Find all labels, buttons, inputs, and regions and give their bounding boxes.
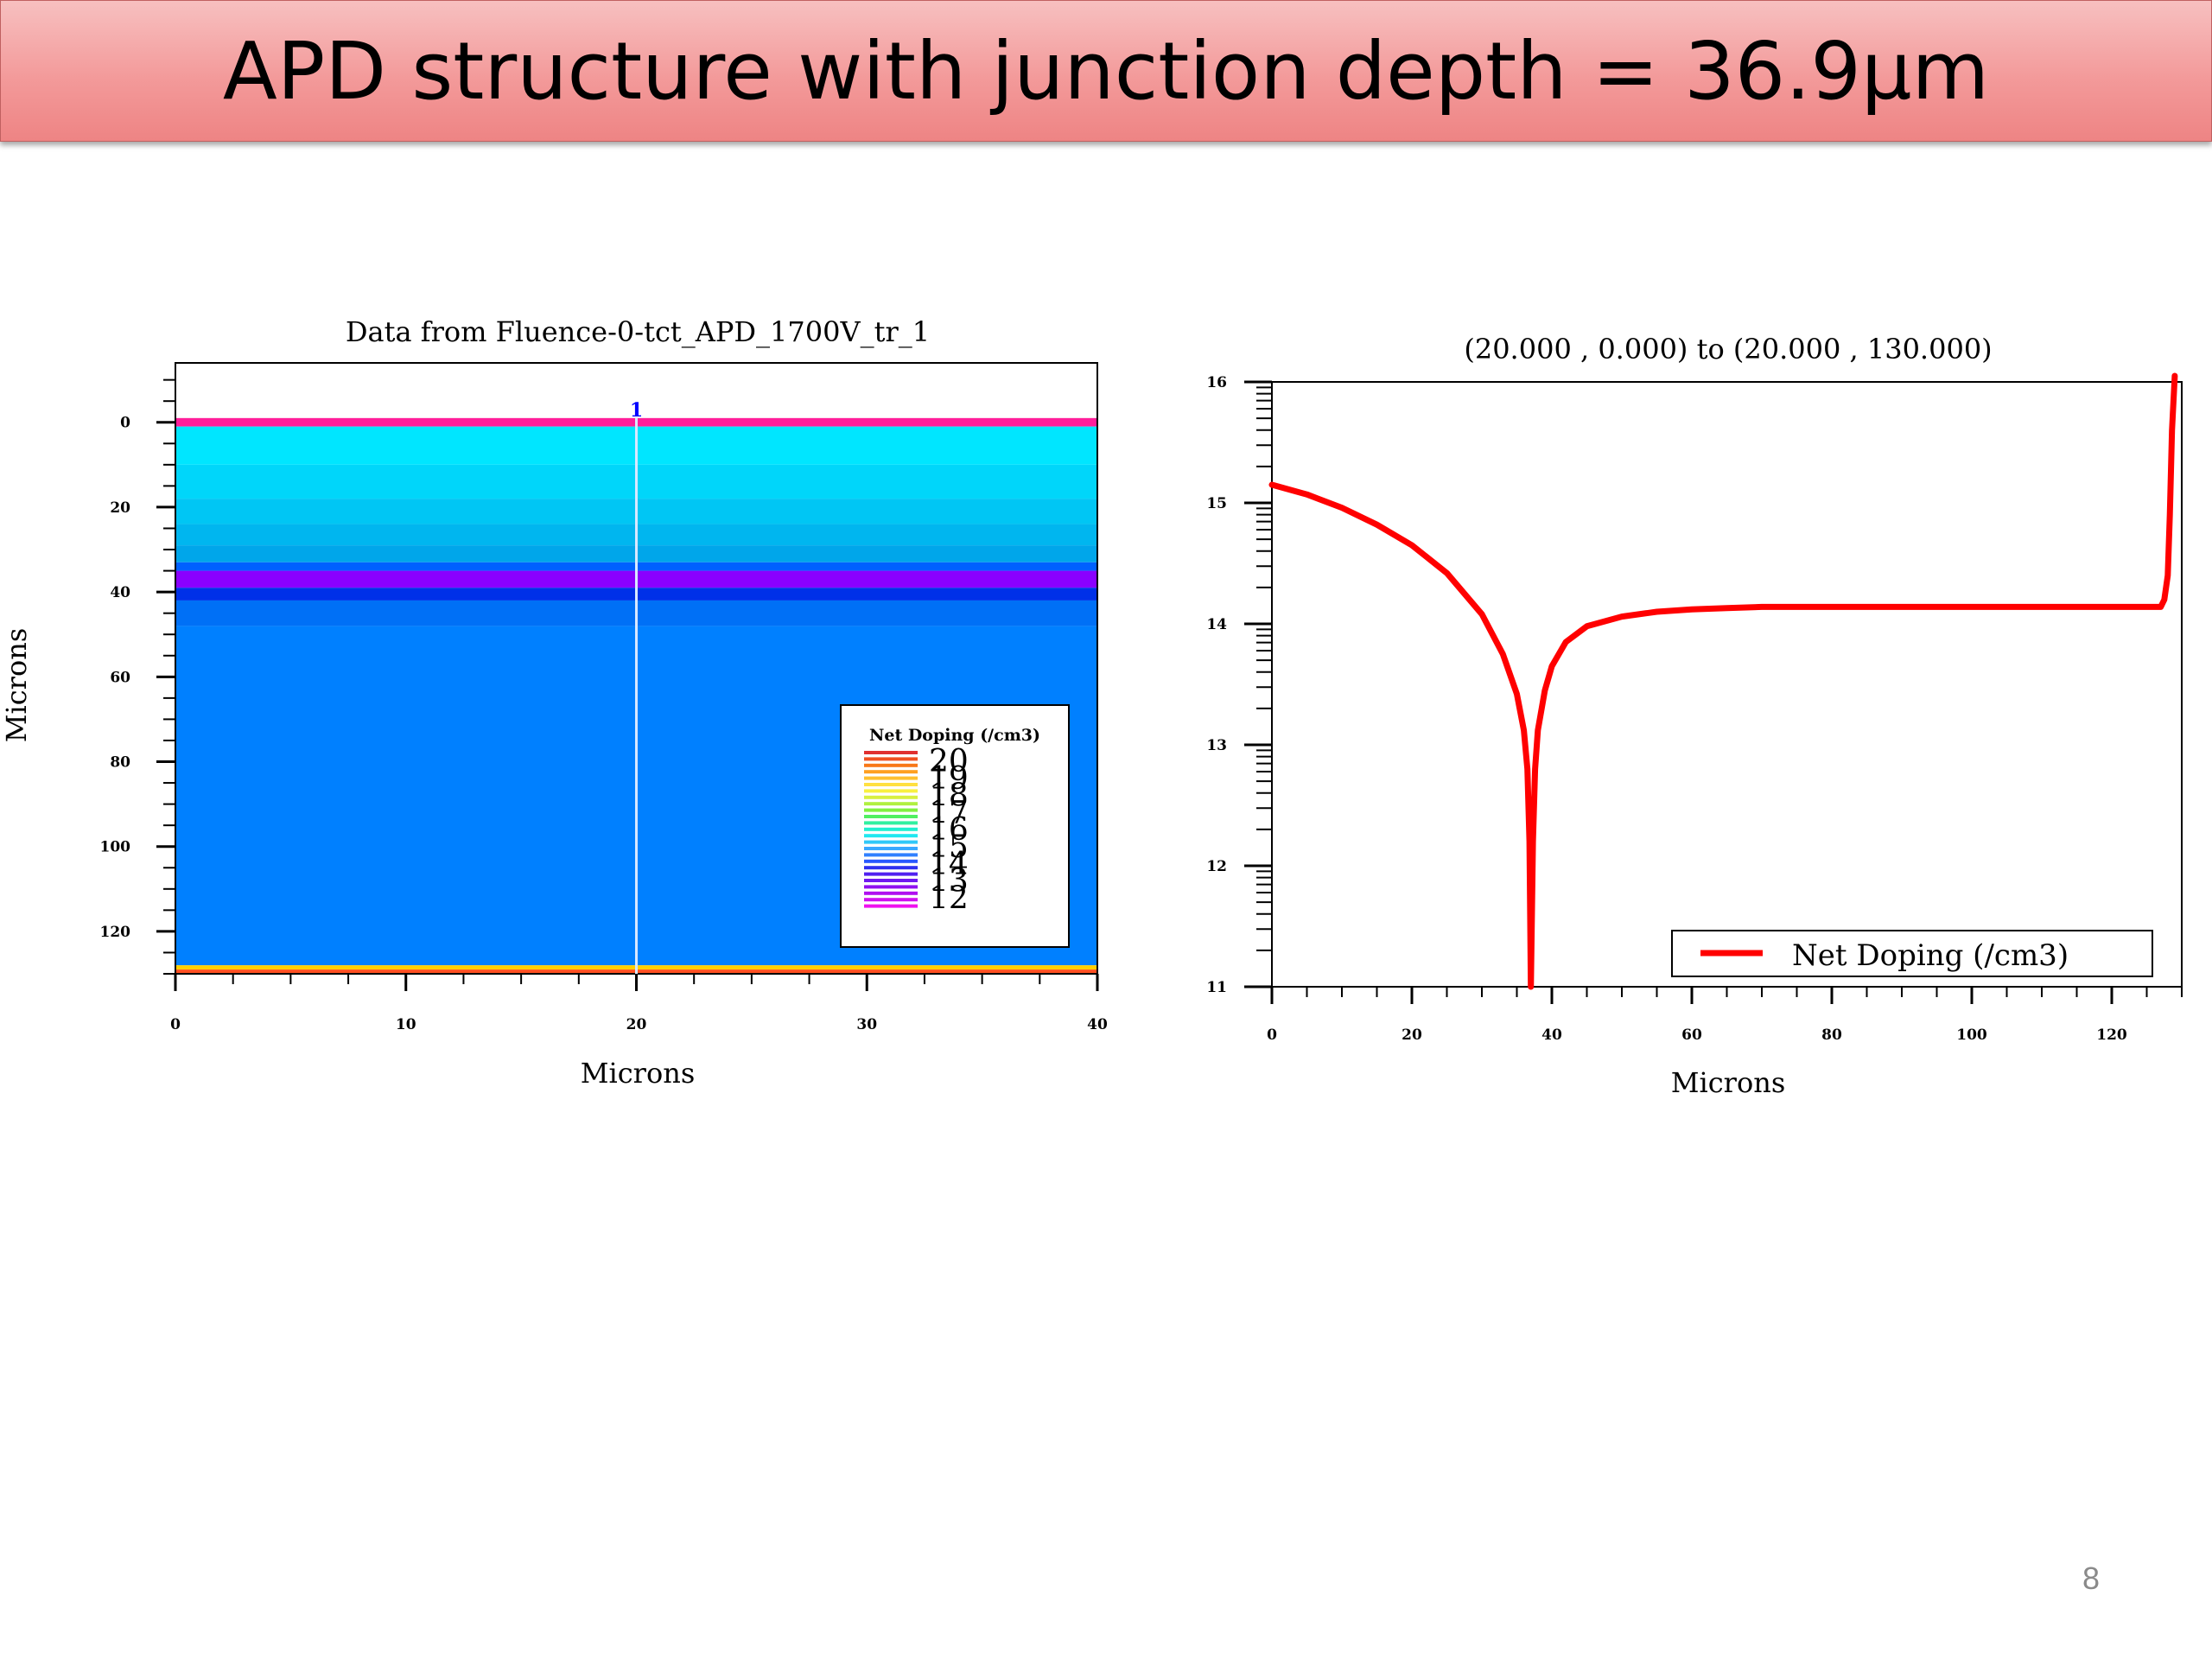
legend-swatch xyxy=(864,763,918,767)
heatmap-x-tick-label: 20 xyxy=(626,1016,647,1033)
legend-swatch xyxy=(864,802,918,806)
line-chart-y-tick-label: 15 xyxy=(1206,495,1227,512)
legend-swatch xyxy=(864,866,918,870)
heatmap-legend-entry: 13 xyxy=(929,864,969,899)
heatmap-y-tick-label: 100 xyxy=(100,839,131,856)
heatmap-legend-entry: 12 xyxy=(929,880,969,916)
heatmap-y-tick-label: 80 xyxy=(110,754,130,772)
line-chart-x-tick-label: 120 xyxy=(2096,1027,2127,1044)
heatmap-y-tick-label: 0 xyxy=(120,415,130,432)
doping-profile-chart: (20.000 , 0.000) to (20.000 , 130.000) 0… xyxy=(1206,333,2183,1099)
line-chart-legend: Net Doping (/cm3) xyxy=(1671,930,2153,977)
legend-swatch xyxy=(864,872,918,876)
heatmap-y-axis-label: Microns xyxy=(0,628,33,743)
legend-swatch xyxy=(864,789,918,793)
heatmap-legend-entry: 14 xyxy=(929,847,969,882)
line-chart-title: (20.000 , 0.000) to (20.000 , 130.000) xyxy=(1464,333,1992,365)
legend-swatch xyxy=(864,847,918,850)
line-chart-y-tick-label: 12 xyxy=(1206,858,1227,875)
line-chart-x-tick-label: 100 xyxy=(1956,1027,1987,1044)
line-chart-frame xyxy=(1271,381,2183,988)
line-chart-x-tick-label: 40 xyxy=(1541,1027,1562,1044)
page-number: 8 xyxy=(2082,1560,2100,1596)
heatmap-x-tick-label: 30 xyxy=(856,1016,877,1033)
line-chart-x-tick-label: 0 xyxy=(1267,1027,1277,1044)
heatmap-legend-swatches xyxy=(864,751,918,908)
heatmap-legend-entry: 20 xyxy=(929,744,969,779)
heatmap-x-tick-label: 40 xyxy=(1087,1016,1108,1033)
heatmap-legend-entry: 17 xyxy=(929,795,969,830)
legend-swatch xyxy=(864,904,918,908)
heatmap-y-tick-label: 120 xyxy=(100,924,131,941)
heatmap-y-tick-label: 20 xyxy=(110,499,130,517)
heatmap-legend-entry: 16 xyxy=(929,812,969,848)
legend-swatch xyxy=(864,770,918,774)
legend-swatch xyxy=(864,840,918,844)
line-chart-legend-label: Net Doping (/cm3) xyxy=(1792,938,2069,973)
legend-swatch xyxy=(864,783,918,786)
legend-swatch xyxy=(864,757,918,761)
legend-swatch xyxy=(864,898,918,902)
line-chart-x-tick-label: 60 xyxy=(1681,1027,1702,1044)
line-chart-x-axis-label: Microns xyxy=(1671,1066,1786,1099)
legend-swatch xyxy=(864,795,918,799)
legend-swatch xyxy=(864,808,918,812)
net-doping-line xyxy=(1268,372,2178,990)
line-chart-ticks: 0 20 40 60 80 100 120 11 12 13 14 15 16 xyxy=(1206,374,2183,1044)
legend-swatch xyxy=(864,891,918,895)
cut-line: 1 xyxy=(630,399,643,974)
legend-swatch xyxy=(864,815,918,818)
line-chart-y-tick-label: 11 xyxy=(1206,979,1227,996)
heatmap-legend-entry: 15 xyxy=(929,830,969,865)
legend-swatch xyxy=(864,859,918,863)
line-chart-y-tick-label: 14 xyxy=(1206,616,1227,633)
doping-heatmap-chart: Data from Fluence-0-tct_APD_1700V_tr_1 0… xyxy=(0,315,1108,1090)
heatmap-x-tick-label: 10 xyxy=(396,1016,416,1033)
line-chart-y-tick-label: 13 xyxy=(1206,737,1227,754)
line-chart-x-tick-label: 80 xyxy=(1821,1027,1842,1044)
legend-swatch xyxy=(864,834,918,838)
heatmap-y-tick-label: 40 xyxy=(110,584,130,601)
legend-swatch xyxy=(864,879,918,882)
heatmap-legend-title: Net Doping (/cm3) xyxy=(869,726,1040,745)
legend-swatch xyxy=(864,751,918,754)
legend-swatch xyxy=(864,853,918,857)
legend-swatch xyxy=(864,776,918,780)
heatmap-title: Data from Fluence-0-tct_APD_1700V_tr_1 xyxy=(346,315,930,348)
heatmap-legend-entry: 18 xyxy=(929,779,969,814)
heatmap-x-axis-label: Microns xyxy=(581,1057,696,1090)
slide-title: APD structure with junction depth = 36.9… xyxy=(222,24,1990,118)
cut-line-label: 1 xyxy=(630,399,643,422)
legend-swatch xyxy=(864,827,918,831)
legend-swatch xyxy=(864,821,918,825)
line-chart-x-tick-label: 20 xyxy=(1402,1027,1422,1044)
heatmap-y-tick-label: 60 xyxy=(110,669,130,686)
line-chart-y-tick-label: 16 xyxy=(1206,374,1227,391)
heatmap-x-tick-label: 0 xyxy=(170,1016,181,1033)
legend-swatch xyxy=(864,885,918,889)
slide-title-bar: APD structure with junction depth = 36.9… xyxy=(0,0,2212,142)
heatmap-legend-entry: 19 xyxy=(929,761,969,797)
